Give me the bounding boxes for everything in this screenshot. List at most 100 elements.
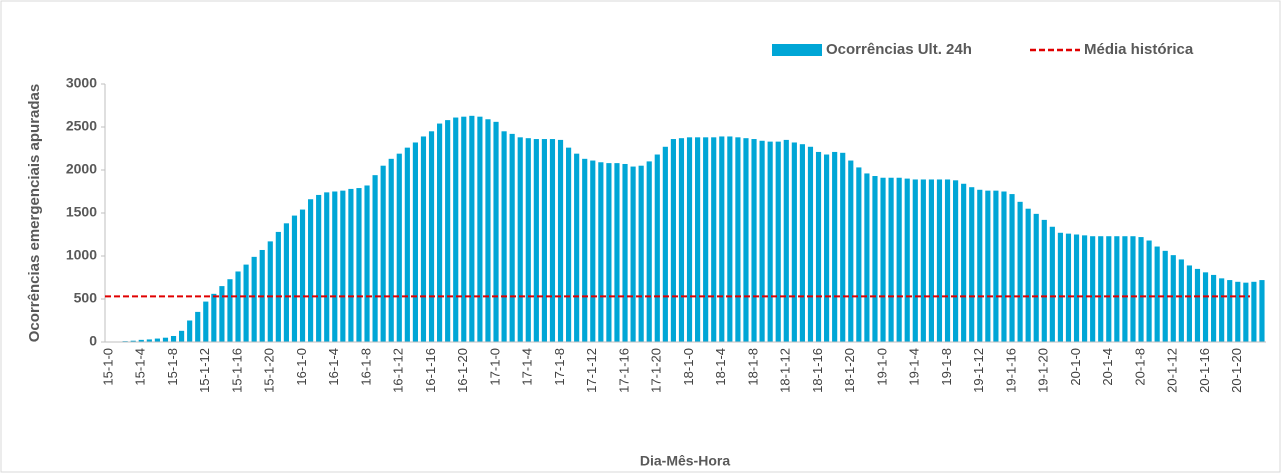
bar (783, 139, 789, 342)
bar (872, 176, 878, 342)
bar (1001, 191, 1007, 342)
bar (993, 190, 999, 342)
bar (1065, 233, 1072, 342)
bar (195, 311, 201, 342)
x-tick-label: 18-1-12 (778, 348, 793, 393)
bar (703, 137, 709, 342)
bar (267, 241, 273, 342)
x-tick-label: 15-1-4 (133, 348, 148, 386)
bar (767, 141, 773, 342)
x-tick-label: 17-1-16 (616, 348, 631, 393)
x-tick-label: 20-1-8 (1132, 348, 1147, 386)
x-tick-label: 16-1-4 (326, 348, 341, 386)
bar (695, 137, 701, 342)
bar (566, 147, 572, 342)
y-tick-label: 1500 (66, 204, 97, 220)
bar (324, 192, 330, 342)
bar (308, 199, 314, 342)
bar (146, 339, 152, 342)
bar (670, 139, 676, 342)
x-tick-label: 16-1-12 (391, 348, 406, 393)
bar (1130, 236, 1136, 342)
bar (428, 131, 435, 342)
bar (888, 177, 894, 342)
x-axis-title: Dia-Mês-Hora (640, 453, 730, 469)
x-tick-label: 16-1-0 (294, 348, 309, 386)
bar (372, 175, 378, 342)
bar (1090, 236, 1096, 342)
bar (630, 166, 636, 342)
bar (138, 339, 144, 342)
bar (1146, 240, 1152, 342)
bar (751, 139, 757, 342)
bar (348, 188, 354, 342)
bar (807, 146, 814, 342)
y-tick-label: 3000 (66, 75, 97, 91)
x-tick-label: 20-1-20 (1229, 348, 1244, 393)
bar (533, 139, 539, 342)
bar (711, 137, 717, 342)
bar (162, 337, 169, 342)
bar (743, 138, 749, 342)
x-tick-label: 16-1-16 (423, 348, 438, 393)
bar (251, 256, 257, 342)
bar (404, 147, 410, 342)
bar (1219, 278, 1225, 342)
bar (227, 279, 233, 342)
bar (791, 142, 797, 342)
bar (638, 165, 644, 342)
bar (130, 340, 136, 342)
bar (662, 146, 668, 342)
x-tick-label: 20-1-12 (1165, 348, 1180, 393)
bar (775, 141, 781, 342)
bar (735, 137, 741, 342)
bar (170, 335, 177, 342)
bar (1170, 255, 1176, 342)
bar (332, 191, 338, 342)
x-tick-label: 19-1-16 (1003, 348, 1018, 393)
bar (509, 133, 515, 342)
x-tick-label: 15-1-20 (262, 348, 277, 393)
x-tick-label: 15-1-0 (100, 348, 115, 386)
bar (920, 179, 926, 342)
x-tick-label: 15-1-16 (229, 348, 244, 393)
bar (549, 139, 556, 342)
bar (1162, 250, 1168, 342)
x-tick-label: 19-1-4 (907, 348, 922, 386)
bar (1154, 246, 1160, 342)
x-tick-label: 17-1-12 (584, 348, 599, 393)
y-tick-label: 2000 (66, 161, 97, 177)
bar (364, 185, 370, 342)
x-tick-label: 19-1-20 (1036, 348, 1051, 393)
bar (396, 153, 402, 342)
bar (574, 153, 580, 342)
bar (799, 144, 805, 342)
x-tick-label: 20-1-0 (1068, 348, 1083, 386)
bar (678, 138, 685, 342)
x-tick-label: 16-1-8 (358, 348, 373, 386)
y-axis-title: Ocorrências emergenciais apuradas (26, 84, 43, 342)
bar (1033, 213, 1039, 342)
bar (211, 293, 217, 342)
bar (759, 140, 765, 342)
y-tick-label: 0 (89, 333, 97, 349)
bar (1138, 237, 1144, 342)
bar (1082, 235, 1088, 342)
bar (461, 116, 467, 343)
bar (179, 330, 185, 342)
bar (380, 165, 386, 342)
bar (316, 194, 322, 342)
bar (856, 167, 862, 342)
bar (864, 173, 870, 342)
bar (340, 190, 346, 342)
bar (1017, 201, 1023, 342)
x-tick-label: 18-1-8 (745, 348, 760, 386)
bar (557, 139, 564, 342)
legend-label: Ocorrências Ult. 24h (826, 41, 972, 58)
bar (243, 264, 249, 342)
bar (291, 215, 298, 342)
bar (969, 187, 975, 342)
bar (985, 190, 991, 342)
x-tick-label: 17-1-0 (487, 348, 502, 386)
bar (904, 178, 910, 342)
